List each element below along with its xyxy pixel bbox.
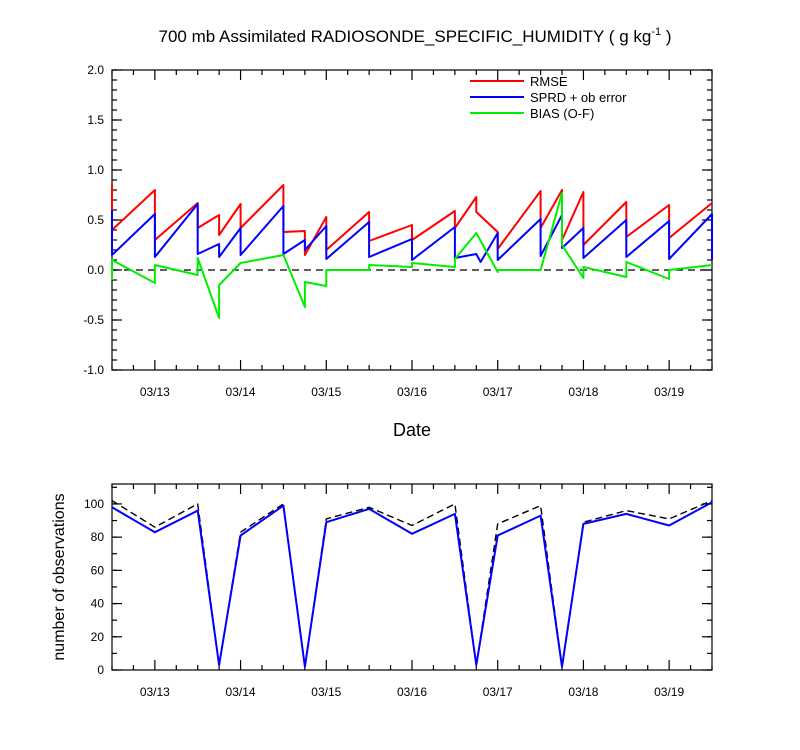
y-tick-label: 0.0	[87, 263, 104, 277]
legend-label-rmse: RMSE	[530, 74, 568, 89]
x-tick-label: 03/13	[140, 385, 170, 399]
y-tick-label: 0	[97, 663, 104, 677]
series-line-assimilated	[111, 501, 713, 668]
y-tick-label: -0.5	[83, 313, 104, 327]
x-tick-label: 03/15	[311, 385, 341, 399]
x-tick-label: 03/16	[397, 685, 427, 699]
legend: RMSE SPRD + ob error BIAS (O-F)	[470, 74, 627, 121]
y-tick-label: 2.0	[87, 63, 104, 77]
series-line-bias-o-f-	[111, 192, 713, 319]
y-tick-label: 0.5	[87, 213, 104, 227]
series-line-total	[111, 499, 713, 668]
y-tick-label: 60	[91, 563, 105, 577]
x-tick-label: 03/17	[483, 685, 513, 699]
x-tick-label: 03/14	[226, 385, 256, 399]
x-tick-label: 03/19	[654, 385, 684, 399]
x-tick-label: 03/15	[311, 685, 341, 699]
title-superscript: -1	[651, 26, 661, 38]
top-plot-frame	[111, 69, 713, 371]
x-tick-label: 03/17	[483, 385, 513, 399]
bottom-plot-area: 03/13 03/14 03/15 03/16 03/17 03/18 03/19 0 20 40…	[84, 483, 713, 699]
y-axis-label-observations: number of observations	[51, 493, 68, 660]
y-tick-label: 20	[91, 630, 105, 644]
x-tick-label: 03/16	[397, 385, 427, 399]
chart-title: 700 mb Assimilated RADIOSONDE_SPECIFIC_H…	[159, 26, 672, 46]
top-plot-area: 03/13 03/14 03/15 03/16 03/17 03/18 03/19 -1.0 -…	[83, 63, 713, 399]
y-tick-label: 100	[84, 497, 104, 511]
x-tick-label: 03/19	[654, 685, 684, 699]
x-axis-label: Date	[393, 420, 431, 440]
y-tick-label: 40	[91, 597, 105, 611]
x-tick-label: 03/13	[140, 685, 170, 699]
y-tick-label: 80	[91, 530, 105, 544]
x-tick-label: 03/14	[226, 685, 256, 699]
x-tick-label: 03/18	[568, 385, 598, 399]
y-tick-label: 1.0	[87, 163, 104, 177]
legend-label-sprd: SPRD + ob error	[530, 90, 627, 105]
legend-label-bias: BIAS (O-F)	[530, 106, 594, 121]
series-line-sprd-ob-error	[111, 203, 713, 263]
series-line-rmse	[111, 184, 713, 256]
x-tick-label: 03/18	[568, 685, 598, 699]
y-tick-label: -1.0	[83, 363, 104, 377]
y-tick-label: 1.5	[87, 113, 104, 127]
